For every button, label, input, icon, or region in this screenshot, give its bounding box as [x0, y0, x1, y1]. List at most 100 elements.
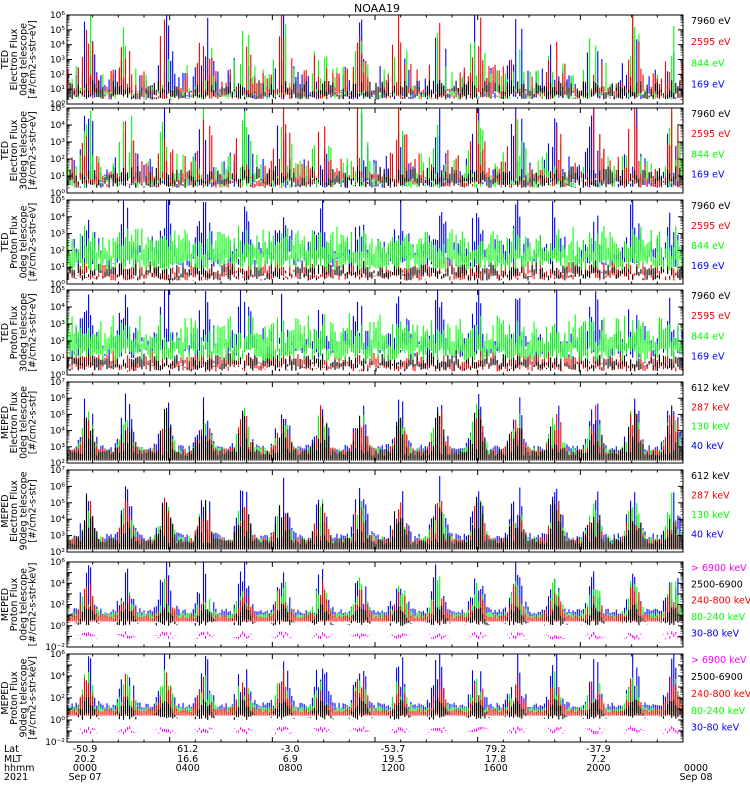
- y-label-line: [#/cm2-s-str-keV]: [28, 563, 39, 647]
- legend-entry: 130 keV: [691, 510, 730, 521]
- y-label-line: MEPED: [0, 406, 11, 439]
- x-tick-label: Sep 08: [679, 772, 712, 783]
- y-label-line: 0deg telescope: [18, 568, 29, 641]
- panel-frame: [66, 14, 684, 105]
- y-tick-label: 10⁴: [50, 515, 65, 525]
- x-tick-label: -53.7: [381, 744, 406, 755]
- legend-entry: 7960 eV: [691, 109, 731, 120]
- x-tick-label: -3.0: [281, 744, 300, 755]
- series-844-ev: [67, 313, 683, 362]
- series-7960-ev: [67, 80, 683, 100]
- series-612-kev: [67, 405, 683, 461]
- y-tick-label: 10⁶: [50, 650, 65, 660]
- legend-entry: 7960 eV: [691, 16, 731, 27]
- y-tick-label: 10¹: [50, 172, 65, 182]
- legend-entry: 240-800 keV: [691, 596, 750, 607]
- legend: > 6900 keV 2500-6900 240-800 keV 80-240 keV…: [691, 563, 750, 639]
- y-tick-label: 10⁵: [50, 286, 65, 296]
- y-tick-label: 10¹: [50, 85, 65, 95]
- y-label-line: Electron Flux: [9, 119, 20, 181]
- legend-entry: 130 keV: [691, 422, 730, 433]
- y-tick-label: 10⁴: [50, 213, 65, 223]
- legend: 612 keV 287 keV 130 keV 40 keV: [691, 383, 730, 452]
- legend-entry: 844 eV: [691, 149, 725, 160]
- y-ticks: 10² 10³ 10⁴ 10⁵ 10⁶ 10⁷: [50, 466, 684, 558]
- traces: [67, 290, 683, 372]
- y-label-line: Electron Flux: [9, 28, 20, 90]
- traces: [67, 15, 683, 100]
- traces: [67, 200, 683, 281]
- series-844-ev: [67, 225, 683, 271]
- y-tick-label: 10³: [50, 443, 65, 453]
- y-label-line: MEPED: [0, 494, 11, 527]
- legend-entry: 844 eV: [691, 331, 725, 342]
- legend-entry: 30-80 keV: [691, 723, 740, 734]
- x-tick-label: 1600: [484, 763, 508, 774]
- legend-entry: 612 keV: [691, 471, 730, 482]
- y-label-line: [#/cm2-s-str-eV]: [28, 203, 39, 282]
- y-ticks: 10⁰ 10¹ 10² 10³ 10⁴ 10⁵: [50, 104, 684, 199]
- y-tick-label: 10⁰: [50, 371, 65, 381]
- y-ticks: 10⁰ 10¹ 10² 10³ 10⁴ 10⁵ 10⁶: [50, 11, 684, 110]
- legend-entry: 7960 eV: [691, 291, 731, 302]
- series--6900-kev: [75, 726, 683, 735]
- y-label-line: Electron Flux: [9, 480, 20, 542]
- y-label-line: 90deg telescope: [18, 471, 29, 550]
- y-tick-label: 10⁴: [50, 121, 65, 131]
- legend: 7960 eV 2595 eV 844 eV 169 eV: [691, 201, 731, 272]
- y-label-line: TED: [0, 50, 11, 70]
- x-tick-label: 19.5: [382, 754, 403, 765]
- x-tick-label: 0800: [278, 763, 302, 774]
- y-tick-label: 10⁴: [50, 41, 65, 51]
- y-tick-label: 10¹: [50, 354, 65, 364]
- y-label-line: 90deg telescope: [18, 658, 29, 737]
- panel-frame: [66, 653, 684, 743]
- y-tick-label: 10³: [50, 56, 65, 66]
- y-ticks: 10⁻² 10⁰ 10² 10⁴ 10⁶: [45, 558, 684, 653]
- legend-entry: 287 keV: [691, 491, 730, 502]
- legend-entry: > 6900 keV: [691, 655, 747, 666]
- legend-entry: 844 eV: [691, 58, 725, 69]
- y-ticks: 10⁻² 10⁰ 10² 10⁴ 10⁶: [45, 650, 684, 748]
- y-tick-label: 10⁴: [50, 427, 65, 437]
- plot-title: NOAA19: [354, 2, 400, 15]
- legend-entry: 30-80 keV: [691, 628, 740, 639]
- traces: [67, 108, 683, 188]
- y-tick-label: 10⁰: [50, 100, 65, 110]
- y-tick-label: 10¹: [50, 263, 65, 273]
- y-ticks: 10⁰ 10¹ 10² 10³ 10⁴ 10⁵: [50, 286, 684, 381]
- x-tick-label: 0400: [176, 763, 200, 774]
- x-tick-label: 0000: [684, 763, 708, 774]
- legend-entry: 169 eV: [691, 80, 725, 91]
- legend-entry: 240-800 keV: [691, 689, 750, 700]
- x-tick-label: 2000: [586, 763, 610, 774]
- y-label-line: MEPED: [0, 681, 11, 714]
- traces: [67, 654, 683, 735]
- x-tick-label: 0000: [73, 763, 97, 774]
- y-label-line: Proton Flux: [9, 671, 20, 725]
- y-tick-label: 10⁴: [50, 579, 65, 589]
- y-tick-label: 10⁵: [50, 104, 65, 114]
- y-tick-label: 10²: [50, 459, 65, 469]
- y-label-line: 30deg telescope: [18, 111, 29, 190]
- x-row-label: Lat: [4, 744, 19, 755]
- y-label-line: Proton Flux: [9, 305, 20, 359]
- y-tick-label: 10²: [50, 694, 65, 704]
- y-ticks: 10⁰ 10¹ 10² 10³ 10⁴ 10⁵: [50, 196, 684, 290]
- legend-entry: 2595 eV: [691, 129, 731, 140]
- y-label-line: [#/cm2-s-str]: [28, 391, 39, 454]
- panel-frame: [66, 381, 684, 464]
- legend-entry: 40 keV: [691, 530, 724, 541]
- series-612-kev: [67, 496, 683, 550]
- x-tick-label: 16.6: [177, 754, 198, 765]
